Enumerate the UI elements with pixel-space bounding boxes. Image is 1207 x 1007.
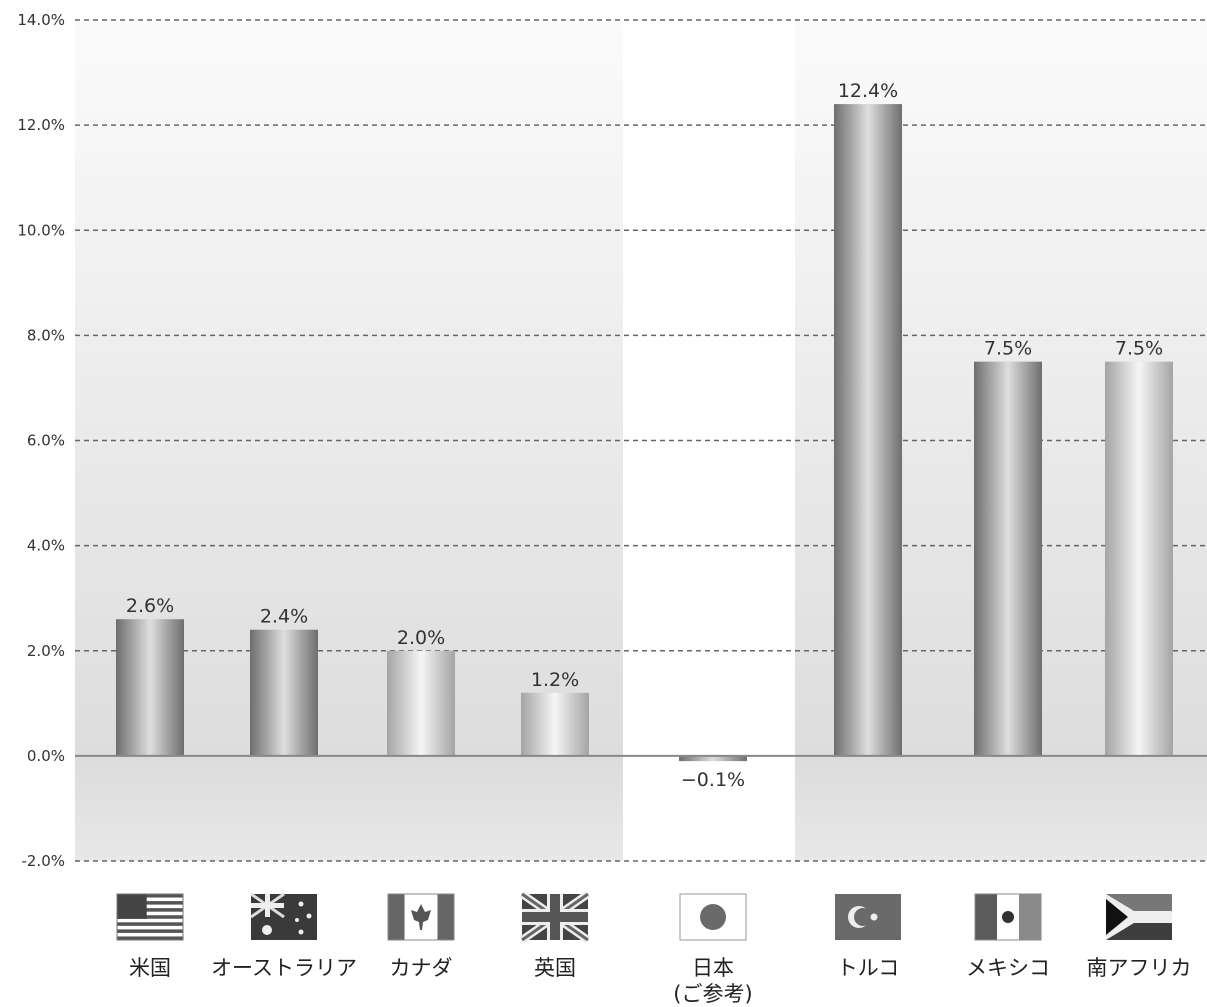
flag-stripe — [117, 908, 183, 912]
category-label: 英国 — [534, 956, 576, 980]
bar — [679, 755, 747, 762]
flag-star — [298, 929, 304, 935]
flag-pall — [1106, 894, 1172, 940]
value-labels: 2.6% 2.4% 2.0% 1.2% −0.1% 12.4% 7.5% 7.5% — [126, 80, 1163, 791]
uk-flag-icon — [519, 890, 591, 944]
bar — [974, 361, 1042, 756]
y-tick-label: -2.0% — [21, 852, 65, 870]
category-labels: 米国 オーストラリア カナダ 英国 日本(ご参考) トルコ メキシコ 南アフリカ — [129, 956, 1192, 1006]
flag-triangle — [1106, 899, 1128, 935]
group-background-negative — [795, 755, 1207, 861]
y-tick-label: 0.0% — [27, 747, 65, 765]
turkey-flag-icon — [835, 894, 901, 940]
value-label: 1.2% — [531, 669, 579, 691]
bar — [834, 104, 902, 756]
y-axis-ticks: -2.0% 0.0% 2.0% 4.0% 6.0% 8.0% 10.0% 12.0% 14.0% — [17, 11, 65, 870]
category-label: 日本 — [692, 956, 734, 980]
flag-band — [1019, 894, 1041, 940]
flag-emblem — [1002, 911, 1014, 923]
flag-crescent-cut — [854, 908, 872, 926]
flag-border — [387, 893, 455, 941]
y-tick-label: 10.0% — [17, 221, 65, 239]
flag-canton — [117, 894, 147, 919]
value-label: 7.5% — [1115, 338, 1163, 360]
flag-stripe — [117, 936, 183, 940]
flag-band — [437, 894, 454, 940]
category-label: 南アフリカ — [1087, 956, 1192, 980]
category-label: トルコ — [837, 956, 900, 980]
us-flag-icon — [116, 893, 184, 941]
australia-flag-icon — [250, 892, 317, 940]
flag-stripe — [117, 929, 183, 933]
south-africa-flag-icon — [1106, 894, 1172, 940]
maple-leaf — [411, 904, 431, 930]
value-label: −0.1% — [681, 769, 745, 791]
flag-star — [298, 901, 304, 907]
flag-star — [295, 918, 299, 922]
bar — [521, 692, 589, 756]
flag-border — [974, 893, 1042, 941]
y-tick-label: 4.0% — [27, 537, 65, 555]
flag-star — [870, 913, 878, 921]
category-sublabel: (ご参考) — [673, 982, 752, 1006]
bars — [116, 104, 1173, 762]
category-label: メキシコ — [966, 956, 1050, 980]
y-tick-label: 6.0% — [27, 432, 65, 450]
flag-star — [306, 913, 312, 919]
flag-border — [116, 893, 184, 941]
flag-cross-inner — [550, 894, 560, 940]
flag-band — [388, 894, 405, 940]
flag-stripe — [117, 901, 183, 905]
flag-star — [262, 925, 272, 935]
category-label: 米国 — [129, 956, 171, 980]
value-label: 7.5% — [984, 338, 1032, 360]
bar — [250, 629, 318, 756]
flag-band — [975, 894, 997, 940]
flag-stripe — [117, 922, 183, 926]
y-tick-label: 12.0% — [17, 116, 65, 134]
value-label: 2.6% — [126, 595, 174, 617]
value-label: 2.4% — [260, 606, 308, 628]
group-background-negative — [75, 755, 623, 861]
y-tick-label: 14.0% — [17, 11, 65, 29]
y-tick-label: 8.0% — [27, 326, 65, 344]
mexico-flag-icon — [974, 893, 1042, 941]
canada-flag-icon — [387, 893, 455, 941]
bar — [116, 619, 184, 756]
value-label: 12.4% — [838, 80, 898, 102]
flag-sun — [700, 904, 726, 930]
bar — [1105, 361, 1173, 756]
category-label: オーストラリア — [211, 956, 357, 980]
japan-flag-icon — [679, 893, 747, 941]
flag-stripe — [117, 894, 183, 898]
country-flags — [116, 890, 1172, 944]
bar — [387, 650, 455, 756]
y-tick-label: 2.0% — [27, 642, 65, 660]
flag-stripe — [117, 915, 183, 919]
flag-cross — [265, 894, 270, 917]
value-label: 2.0% — [397, 627, 445, 649]
category-label: カナダ — [390, 956, 453, 980]
